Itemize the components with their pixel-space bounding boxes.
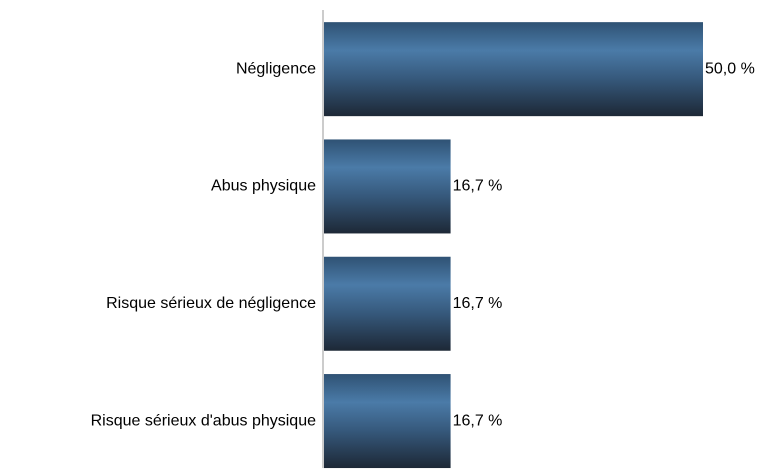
bar	[324, 374, 451, 469]
bar	[324, 139, 451, 234]
value-label: 16,7 %	[453, 412, 503, 429]
value-label: 16,7 %	[453, 295, 503, 312]
category-label: Abus physique	[211, 178, 316, 195]
category-label: Négligence	[236, 60, 316, 77]
bar	[324, 22, 703, 117]
bar	[324, 256, 451, 351]
value-label: 16,7 %	[453, 178, 503, 195]
value-label: 50,0 %	[705, 60, 755, 77]
category-label: Risque sérieux de négligence	[106, 295, 316, 312]
category-label: Risque sérieux d'abus physique	[91, 412, 317, 429]
